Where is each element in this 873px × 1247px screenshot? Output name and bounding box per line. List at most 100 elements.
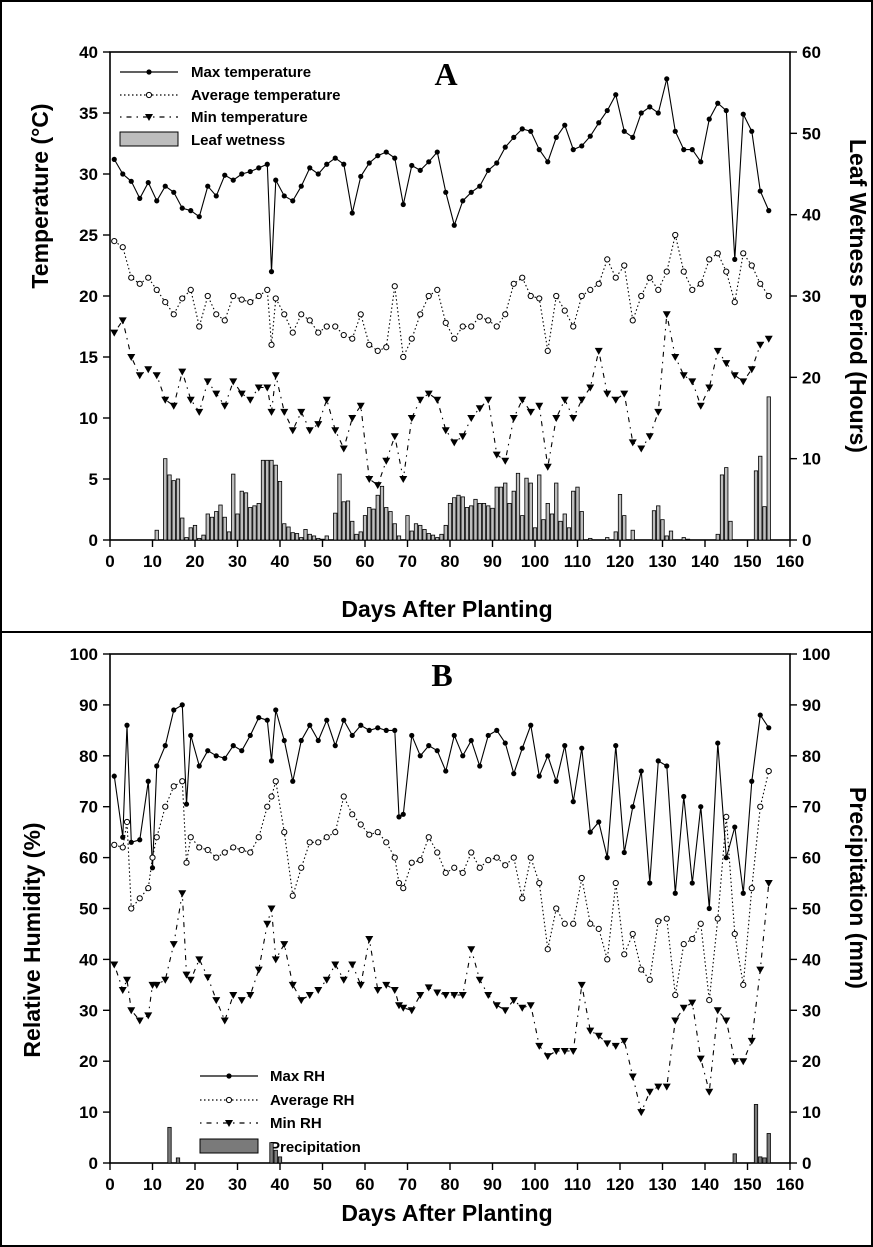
point-average-temperature xyxy=(400,353,407,361)
bar-leaf-wetness xyxy=(197,537,202,541)
bar-leaf-wetness xyxy=(235,513,240,541)
bar-leaf-wetness xyxy=(681,537,686,541)
point-max-rh xyxy=(477,763,483,769)
point-max-rh xyxy=(749,778,755,784)
point-min-rh xyxy=(688,999,697,1007)
point-max-temperature xyxy=(171,189,177,195)
point-average-temperature xyxy=(757,280,764,287)
point-max-temperature xyxy=(630,134,636,140)
point-max-rh xyxy=(268,758,275,764)
point-average-rh xyxy=(434,849,441,856)
point-min-temperature xyxy=(441,427,450,435)
point-average-rh xyxy=(544,946,551,953)
point-max-temperature xyxy=(426,159,432,165)
point-max-temperature xyxy=(392,155,398,161)
point-average-rh xyxy=(221,849,228,856)
point-average-rh xyxy=(697,920,704,927)
point-average-temperature xyxy=(374,347,381,354)
bar-leaf-wetness xyxy=(490,507,495,541)
x-tick-label: 30 xyxy=(228,552,247,571)
point-average-rh xyxy=(476,864,483,871)
y-tick-label-right: 40 xyxy=(802,206,821,225)
point-max-rh xyxy=(460,753,466,759)
point-average-temperature xyxy=(714,250,721,257)
point-min-temperature xyxy=(450,439,459,447)
bar-leaf-wetness xyxy=(443,524,448,541)
panel-a-right-axis-title: Leaf Wetness Period (Hours) xyxy=(845,139,871,453)
point-average-temperature xyxy=(570,323,577,330)
bar-leaf-wetness xyxy=(660,519,665,541)
point-min-temperature xyxy=(611,396,620,404)
bar-leaf-wetness xyxy=(477,502,482,541)
point-min-temperature xyxy=(144,366,153,374)
point-average-temperature xyxy=(128,274,135,281)
point-min-rh xyxy=(739,1058,748,1066)
point-average-temperature xyxy=(111,238,118,245)
bar-leaf-wetness xyxy=(214,511,219,541)
bar-leaf-wetness xyxy=(515,472,521,541)
point-min-rh xyxy=(577,981,586,989)
bar-leaf-wetness xyxy=(388,511,393,541)
point-average-temperature xyxy=(213,311,220,318)
point-max-rh xyxy=(307,722,313,728)
point-min-temperature xyxy=(161,396,170,404)
point-max-rh xyxy=(596,819,602,825)
point-average-temperature xyxy=(740,250,747,257)
point-min-temperature xyxy=(110,329,119,337)
point-average-temperature xyxy=(408,335,415,342)
point-min-rh xyxy=(135,1017,144,1025)
point-min-rh xyxy=(356,981,365,989)
bar-leaf-wetness xyxy=(371,508,376,541)
point-min-rh xyxy=(144,1012,153,1020)
point-min-rh xyxy=(246,992,255,1000)
point-max-rh xyxy=(502,740,508,746)
point-average-rh xyxy=(765,767,772,775)
point-min-rh xyxy=(441,992,450,1000)
point-min-rh xyxy=(509,997,518,1005)
bar-leaf-wetness xyxy=(256,502,261,541)
point-max-rh xyxy=(256,715,262,721)
point-min-temperature xyxy=(526,408,535,416)
y-tick-label-right: 20 xyxy=(802,1052,821,1071)
point-average-rh xyxy=(255,834,262,841)
y-tick-label-left: 70 xyxy=(79,798,98,817)
line-average-rh xyxy=(114,770,770,1001)
point-max-rh xyxy=(528,722,534,728)
point-min-rh xyxy=(662,1083,671,1091)
point-average-rh xyxy=(536,879,543,887)
point-max-rh xyxy=(264,717,270,723)
point-min-temperature xyxy=(297,408,306,416)
y-tick-label-right: 90 xyxy=(802,696,821,715)
bar-leaf-wetness xyxy=(307,533,312,541)
point-average-temperature xyxy=(298,311,305,318)
point-min-rh xyxy=(314,986,323,994)
point-max-temperature xyxy=(222,172,228,178)
point-average-rh xyxy=(183,859,190,866)
legend-b-item-0: Max RH xyxy=(270,1068,325,1085)
point-max-temperature xyxy=(672,128,678,134)
point-max-temperature xyxy=(434,149,440,155)
point-average-rh xyxy=(731,930,738,938)
bar-leaf-wetness xyxy=(277,481,283,541)
point-average-rh xyxy=(272,778,279,785)
point-average-rh xyxy=(374,829,381,836)
bar-leaf-wetness xyxy=(226,531,232,541)
point-average-temperature xyxy=(391,283,398,290)
bar-leaf-wetness xyxy=(396,535,402,541)
point-average-temperature xyxy=(272,295,279,302)
point-max-temperature xyxy=(579,143,585,149)
point-min-rh xyxy=(322,976,331,984)
point-average-temperature xyxy=(629,317,636,324)
point-min-temperature xyxy=(373,482,382,490)
point-average-temperature xyxy=(519,274,526,281)
point-max-rh xyxy=(732,824,738,830)
point-min-rh xyxy=(178,890,187,898)
bar-leaf-wetness xyxy=(345,500,351,541)
point-max-rh xyxy=(196,763,202,769)
bar-leaf-wetness xyxy=(273,464,278,541)
point-min-temperature xyxy=(679,372,688,380)
point-min-temperature xyxy=(467,415,476,422)
point-average-temperature xyxy=(340,331,347,339)
point-min-temperature xyxy=(135,372,144,380)
point-average-rh xyxy=(706,997,713,1004)
